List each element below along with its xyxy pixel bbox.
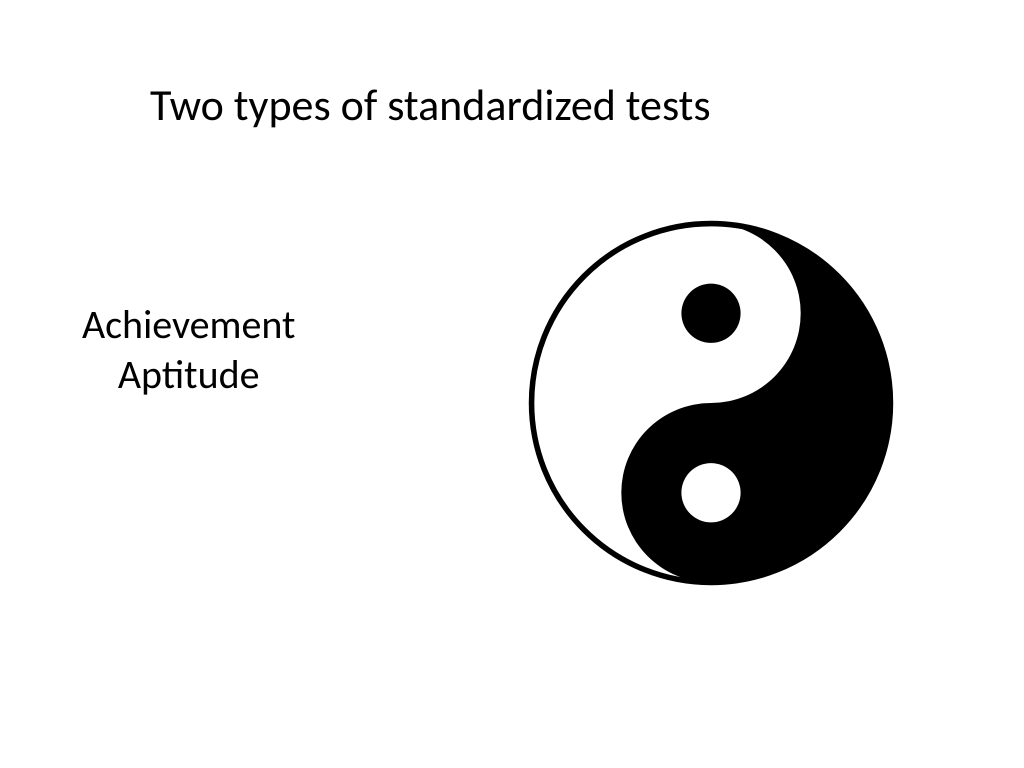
slide-title: Two types of standardized tests [150, 78, 711, 132]
body-line-1: Achievement [82, 300, 295, 350]
body-line-2: Aptitude [82, 350, 295, 400]
slide-body: Achievement Aptitude [82, 300, 295, 400]
yin-yang-icon [526, 218, 896, 588]
